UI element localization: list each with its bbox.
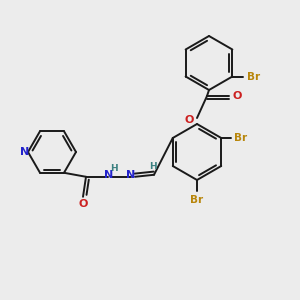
Text: Br: Br <box>234 133 247 143</box>
Text: O: O <box>78 199 88 209</box>
Text: N: N <box>126 170 136 180</box>
Text: O: O <box>184 115 194 125</box>
Text: H: H <box>149 162 157 171</box>
Text: O: O <box>232 91 242 101</box>
Text: N: N <box>104 170 114 180</box>
Text: N: N <box>20 147 30 157</box>
Text: H: H <box>110 164 118 173</box>
Text: Br: Br <box>247 71 260 82</box>
Text: Br: Br <box>190 195 204 205</box>
